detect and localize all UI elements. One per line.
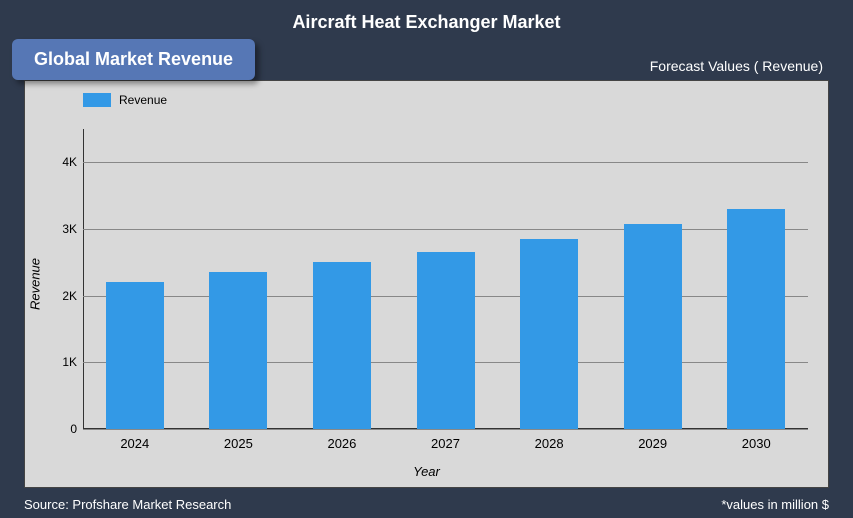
- legend-label: Revenue: [119, 93, 167, 107]
- x-tick-label: 2024: [120, 436, 149, 451]
- x-tick-label: 2026: [327, 436, 356, 451]
- bar: [624, 224, 682, 429]
- bar-slot: 2027: [394, 129, 498, 429]
- bar: [106, 282, 164, 429]
- chart-container: Aircraft Heat Exchanger Market Global Ma…: [0, 0, 853, 518]
- bars-row: 2024202520262027202820292030: [83, 129, 808, 429]
- source-text: Source: Profshare Market Research: [24, 497, 231, 512]
- x-tick-label: 2027: [431, 436, 460, 451]
- bar-slot: 2025: [187, 129, 291, 429]
- plot-region: 01K2K3K4K 2024202520262027202820292030: [83, 129, 808, 429]
- x-tick-label: 2025: [224, 436, 253, 451]
- chart-title: Aircraft Heat Exchanger Market: [2, 2, 851, 39]
- y-axis-label: Revenue: [28, 258, 43, 310]
- y-tick-label: 4K: [47, 155, 77, 169]
- x-tick-label: 2028: [535, 436, 564, 451]
- x-tick-label: 2029: [638, 436, 667, 451]
- y-tick-label: 2K: [47, 289, 77, 303]
- bar: [313, 262, 371, 429]
- x-tick-label: 2030: [742, 436, 771, 451]
- footer: Source: Profshare Market Research *value…: [24, 497, 829, 512]
- bar-slot: 2030: [704, 129, 808, 429]
- bar: [727, 209, 785, 429]
- y-tick-label: 1K: [47, 355, 77, 369]
- bar-slot: 2024: [83, 129, 187, 429]
- bar-slot: 2026: [290, 129, 394, 429]
- bar-slot: 2028: [497, 129, 601, 429]
- bar-slot: 2029: [601, 129, 705, 429]
- x-axis-label: Year: [413, 464, 440, 479]
- y-tick-label: 3K: [47, 222, 77, 236]
- forecast-label: Forecast Values ( Revenue): [650, 58, 823, 74]
- bar: [209, 272, 267, 429]
- y-tick-label: 0: [47, 422, 77, 436]
- chart-area: Revenue Revenue Year 01K2K3K4K 202420252…: [24, 80, 829, 488]
- grid-line: [83, 429, 808, 430]
- legend: Revenue: [83, 93, 167, 107]
- bar: [520, 239, 578, 429]
- revenue-badge: Global Market Revenue: [12, 39, 255, 80]
- legend-swatch: [83, 93, 111, 107]
- bar: [417, 252, 475, 429]
- values-note: *values in million $: [721, 497, 829, 512]
